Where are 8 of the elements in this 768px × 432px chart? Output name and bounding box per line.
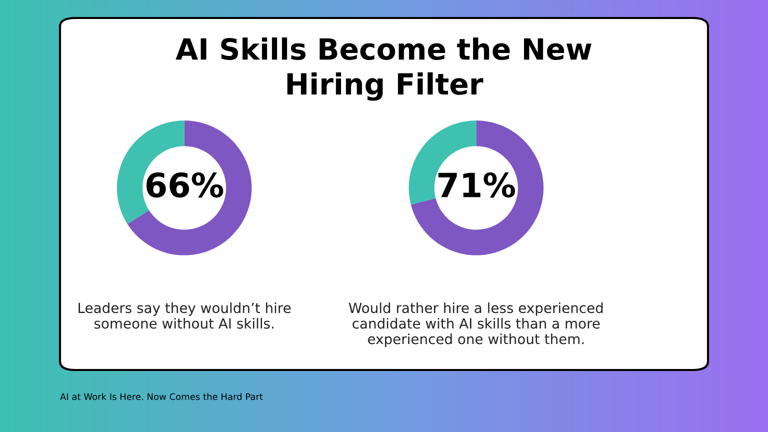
donut-slice: [127, 120, 252, 256]
text: AI at Work Is Here. Now Comes the Hard Part: [60, 393, 263, 400]
data-label: 71%: [438, 172, 515, 198]
text: AI Skills Become the New Hiring Filter: [176, 37, 592, 101]
text: Would rather hire a less experienced candidate with AI skills than a more experienced one without them.: [348, 302, 603, 347]
text: Leaders say they wouldn’t hire someone without AI skills.: [78, 302, 291, 329]
data-label: 66%: [146, 172, 224, 198]
donut-slice: [410, 120, 544, 256]
